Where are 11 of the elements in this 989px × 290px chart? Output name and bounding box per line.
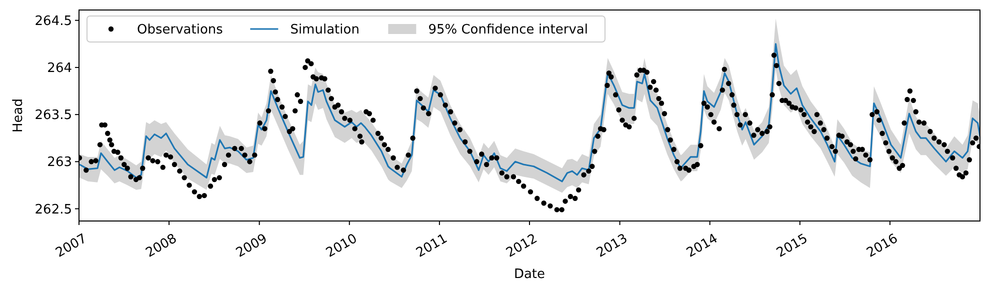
y-tick-label: 262.5 bbox=[34, 202, 72, 218]
legend-label: Simulation bbox=[290, 22, 360, 38]
y-axis-title: Head bbox=[11, 98, 26, 132]
line-series bbox=[79, 43, 980, 182]
x-axis-title: Date bbox=[514, 267, 546, 282]
annotation: 95% Confidence interval bbox=[428, 22, 588, 38]
y-tick-label: 264 bbox=[47, 61, 72, 76]
legend-label: Observations bbox=[137, 22, 224, 38]
y-tick-label: 263.5 bbox=[34, 108, 72, 124]
y-tick-label: 264.5 bbox=[34, 14, 72, 29]
y-tick-label: 263 bbox=[47, 155, 72, 170]
